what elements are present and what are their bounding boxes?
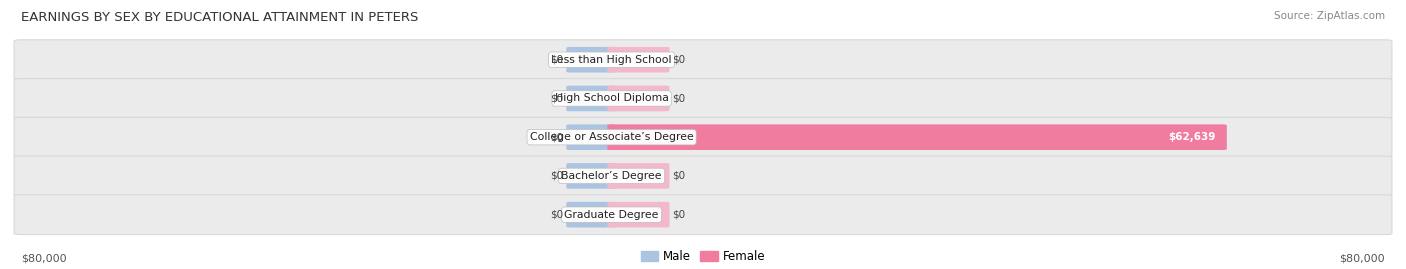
FancyBboxPatch shape: [607, 124, 1227, 150]
FancyBboxPatch shape: [567, 202, 616, 228]
Text: $80,000: $80,000: [1340, 253, 1385, 263]
FancyBboxPatch shape: [567, 124, 616, 150]
Text: $0: $0: [672, 93, 685, 104]
Text: Bachelor’s Degree: Bachelor’s Degree: [561, 171, 662, 181]
FancyBboxPatch shape: [14, 195, 1392, 235]
Text: $0: $0: [550, 210, 564, 220]
FancyBboxPatch shape: [567, 163, 616, 189]
Text: EARNINGS BY SEX BY EDUCATIONAL ATTAINMENT IN PETERS: EARNINGS BY SEX BY EDUCATIONAL ATTAINMEN…: [21, 11, 419, 24]
Text: $0: $0: [550, 171, 564, 181]
Text: $0: $0: [672, 55, 685, 65]
FancyBboxPatch shape: [14, 79, 1392, 118]
Text: $0: $0: [550, 132, 564, 142]
Text: $0: $0: [672, 210, 685, 220]
Legend: Male, Female: Male, Female: [641, 250, 765, 263]
Text: $0: $0: [550, 93, 564, 104]
Text: Graduate Degree: Graduate Degree: [564, 210, 659, 220]
FancyBboxPatch shape: [607, 163, 669, 189]
FancyBboxPatch shape: [14, 156, 1392, 196]
FancyBboxPatch shape: [14, 117, 1392, 157]
FancyBboxPatch shape: [607, 86, 669, 111]
Text: $0: $0: [550, 55, 564, 65]
FancyBboxPatch shape: [14, 40, 1392, 80]
Text: $62,639: $62,639: [1168, 132, 1216, 142]
Text: $80,000: $80,000: [21, 253, 66, 263]
FancyBboxPatch shape: [607, 47, 669, 73]
FancyBboxPatch shape: [607, 202, 669, 228]
Text: Source: ZipAtlas.com: Source: ZipAtlas.com: [1274, 11, 1385, 21]
Text: High School Diploma: High School Diploma: [555, 93, 668, 104]
Text: $0: $0: [672, 171, 685, 181]
FancyBboxPatch shape: [567, 47, 616, 73]
FancyBboxPatch shape: [567, 86, 616, 111]
Text: Less than High School: Less than High School: [551, 55, 672, 65]
Text: College or Associate’s Degree: College or Associate’s Degree: [530, 132, 693, 142]
